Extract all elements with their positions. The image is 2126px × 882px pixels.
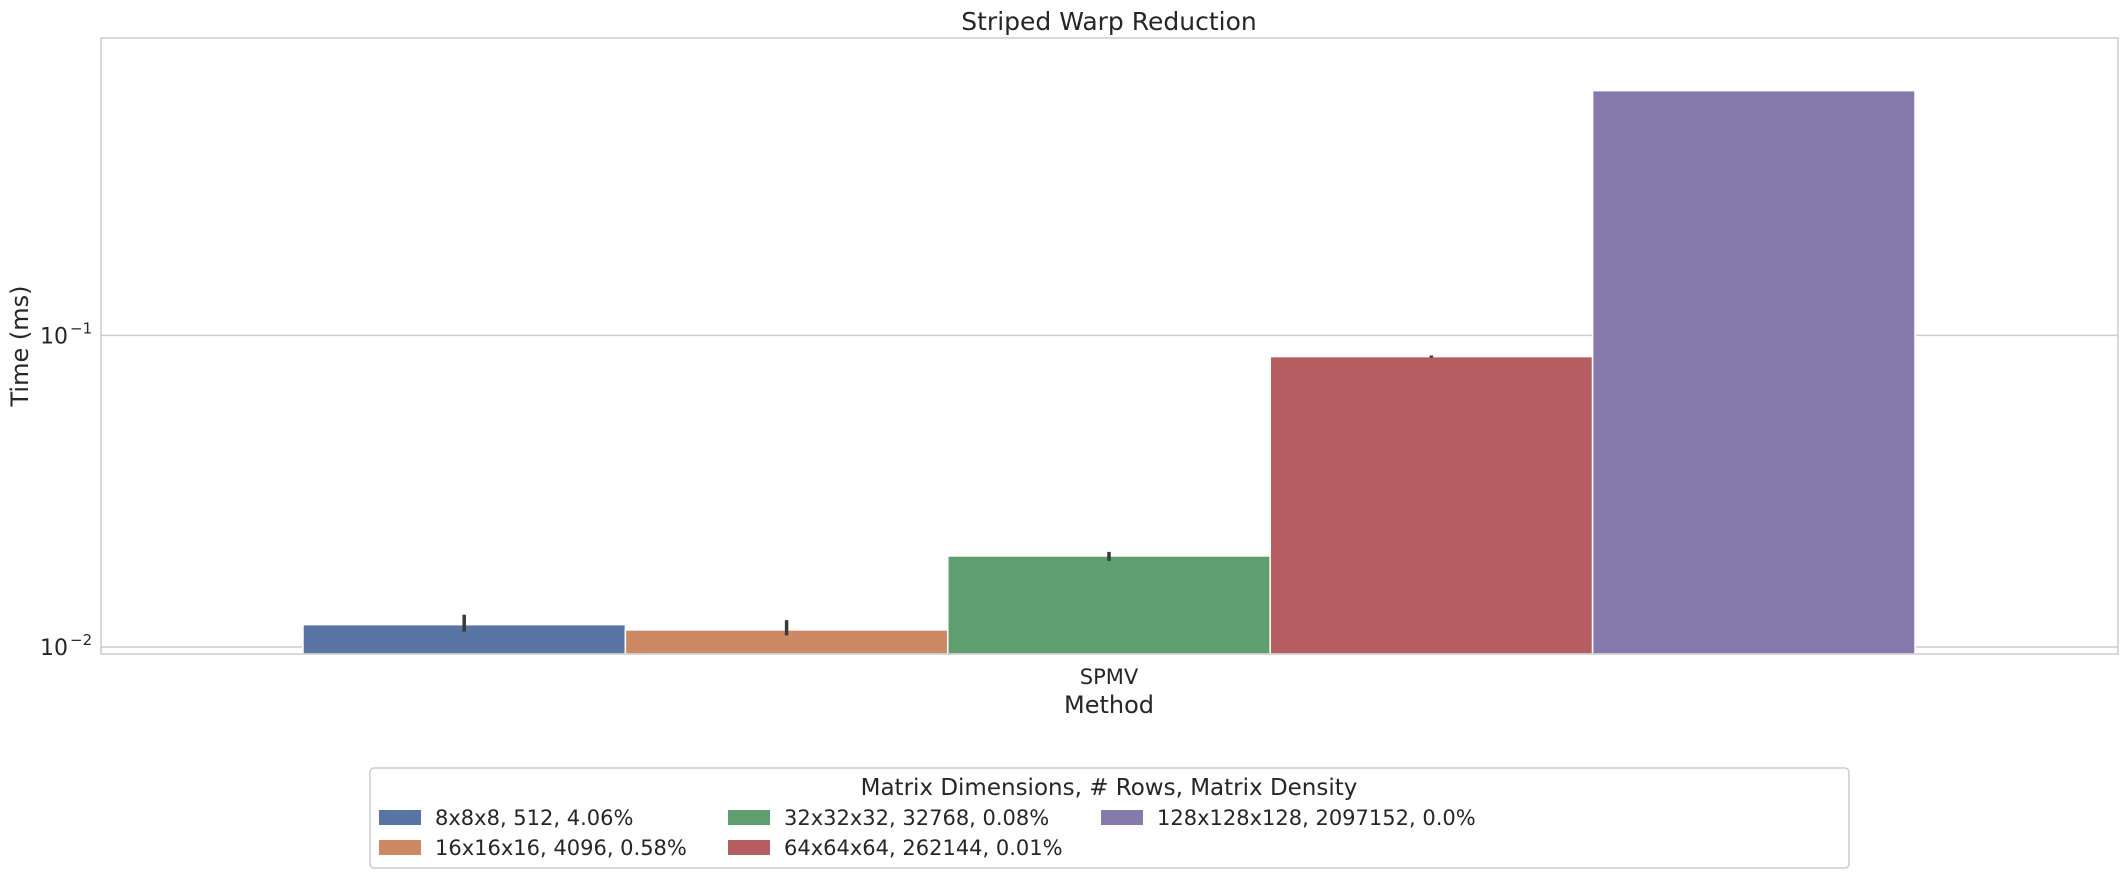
x-tick-label: SPMV bbox=[1080, 665, 1139, 689]
plot-frame bbox=[100, 37, 2119, 655]
y-axis-label: Time (ms) bbox=[6, 286, 34, 408]
y-tick-label: 10 bbox=[40, 324, 68, 349]
legend-label: 128x128x128, 2097152, 0.0% bbox=[1157, 806, 1476, 830]
x-axis-label: Method bbox=[1064, 691, 1154, 719]
bar bbox=[1591, 89, 1916, 655]
legend-label: 16x16x16, 4096, 0.58% bbox=[435, 836, 687, 860]
y-tick-exponent: −1 bbox=[70, 319, 92, 337]
legend-swatch bbox=[1101, 810, 1143, 825]
legend-label: 32x32x32, 32768, 0.08% bbox=[784, 806, 1049, 830]
chart-title: Striped Warp Reduction bbox=[961, 7, 1256, 36]
legend: Matrix Dimensions, # Rows, Matrix Densit… bbox=[369, 767, 1850, 869]
legend-label: 8x8x8, 512, 4.06% bbox=[435, 806, 633, 830]
y-tick-label: 10 bbox=[40, 636, 68, 661]
legend-title: Matrix Dimensions, # Rows, Matrix Densit… bbox=[861, 775, 1358, 801]
legend-swatch bbox=[728, 810, 770, 825]
legend-swatch bbox=[379, 840, 421, 855]
bar bbox=[947, 555, 1271, 655]
legend-swatch bbox=[728, 840, 770, 855]
legend-swatch bbox=[379, 810, 421, 825]
y-tick-exponent: −2 bbox=[70, 631, 92, 649]
legend-label: 64x64x64, 262144, 0.01% bbox=[784, 836, 1063, 860]
bar bbox=[1269, 355, 1594, 655]
